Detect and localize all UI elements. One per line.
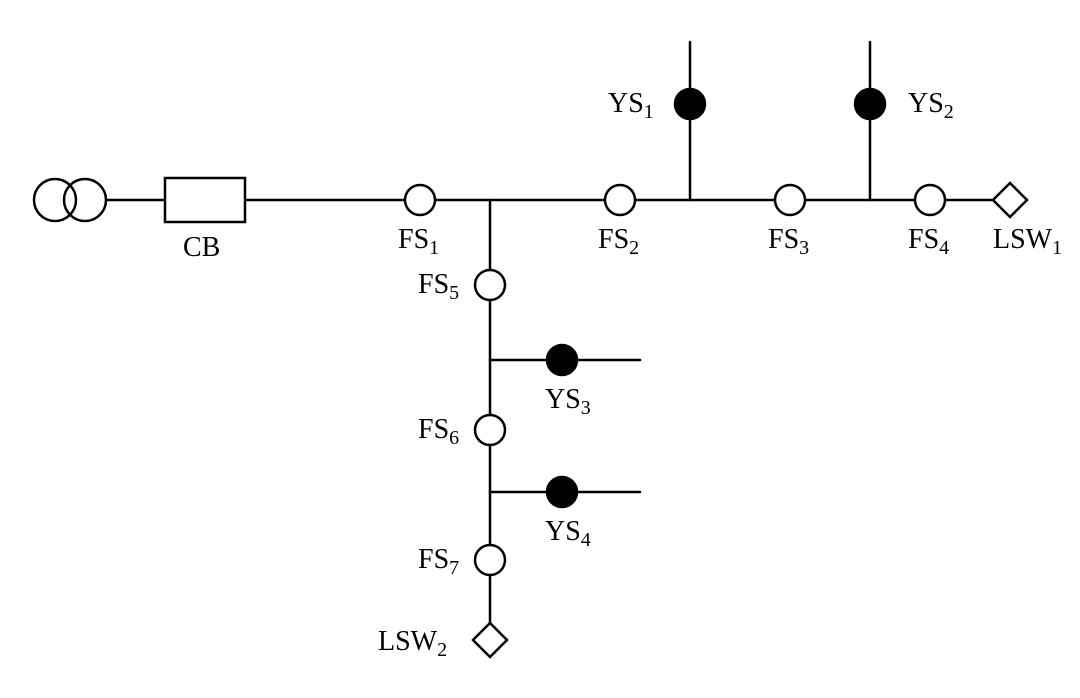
- label-ys1: YS1: [608, 88, 654, 123]
- label-lsw1: LSW1: [993, 224, 1062, 259]
- node-fs5: [475, 270, 505, 300]
- label-lsw2: LSW2: [378, 626, 447, 661]
- label-fs6: FS6: [418, 414, 459, 449]
- node-fs6: [475, 415, 505, 445]
- label-fs4: FS4: [908, 224, 949, 259]
- single-line-diagram: CB FS1 FS2 FS3 FS4 LSW1 YS1 YS2 FS5 YS3 FS6 YS4 FS7 L…: [0, 0, 1080, 698]
- node-lsw1: [993, 183, 1027, 217]
- node-fs1: [405, 185, 435, 215]
- node-ys2: [855, 89, 885, 119]
- label-ys2: YS2: [908, 88, 954, 123]
- node-fs4: [915, 185, 945, 215]
- cb-label: CB: [183, 232, 220, 263]
- node-lsw2: [473, 623, 507, 657]
- nodes-layer: [34, 89, 1027, 657]
- transformer-circle-right: [64, 179, 106, 221]
- node-ys4: [547, 477, 577, 507]
- node-fs3: [775, 185, 805, 215]
- node-ys1: [675, 89, 705, 119]
- node-ys3: [547, 345, 577, 375]
- node-fs7: [475, 545, 505, 575]
- label-fs1: FS1: [398, 224, 439, 259]
- cb-rect: [165, 178, 245, 222]
- label-fs5: FS5: [418, 269, 459, 304]
- node-fs2: [605, 185, 635, 215]
- label-fs7: FS7: [418, 544, 459, 579]
- label-fs2: FS2: [598, 224, 639, 259]
- label-ys3: YS3: [545, 384, 591, 419]
- labels-layer: CB FS1 FS2 FS3 FS4 LSW1 YS1 YS2 FS5 YS3 FS6 YS4 FS7 L…: [183, 88, 1062, 661]
- label-ys4: YS4: [545, 516, 591, 551]
- label-fs3: FS3: [768, 224, 809, 259]
